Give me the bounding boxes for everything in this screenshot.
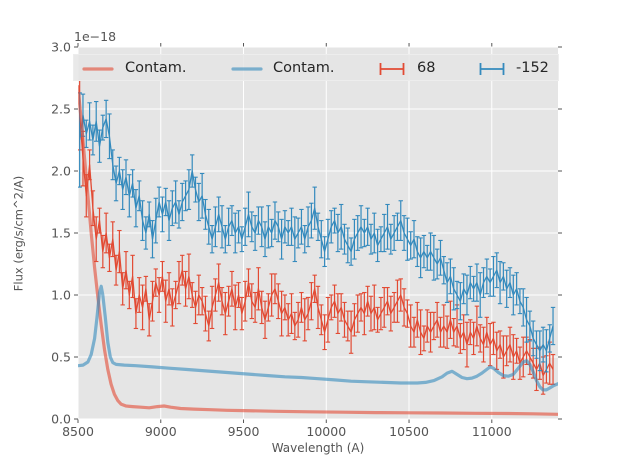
legend-contam-red-line-icon	[82, 67, 114, 71]
legend-errorbar-red-glyph	[379, 63, 405, 75]
y-tick-label: 2.5	[51, 101, 71, 117]
y-axis-offset-label: 1e−18	[74, 29, 117, 44]
legend-contam-blue-line-icon	[231, 67, 263, 71]
y-axis-label: Flux (erg/s/cm^2/A)	[11, 175, 26, 292]
y-tick-label: 1.0	[51, 287, 71, 303]
x-tick-label: 11000	[471, 424, 512, 439]
legend: Contam. Contam. 68 -152	[73, 54, 559, 81]
contam-curve-1	[78, 284, 558, 392]
data-line	[79, 114, 554, 352]
y-tick-label: 2.0	[51, 163, 71, 179]
legend-label-contam-red: Contam.	[125, 60, 187, 76]
x-tick-label: 10000	[306, 424, 347, 439]
x-tick-label: 9500	[227, 424, 260, 439]
y-tick-label: 0.0	[51, 411, 71, 427]
legend-errorbar-red-icon	[379, 63, 405, 75]
contam-curve-0	[78, 85, 558, 416]
x-axis-label: Wavelength (A)	[271, 441, 365, 455]
data-line	[79, 115, 554, 377]
legend-label-contam-blue: Contam.	[273, 60, 335, 76]
legend-errorbar-blue-icon	[479, 63, 505, 75]
legend-errorbar-blue-glyph	[479, 63, 505, 75]
legend-label-68: 68	[417, 60, 436, 76]
y-tick-label: 3.0	[51, 39, 71, 55]
x-tick-label: 9000	[144, 424, 177, 439]
x-tick-label: 8500	[62, 424, 94, 439]
y-tick-label: 0.5	[51, 349, 71, 365]
y-tick-label: 1.5	[51, 225, 71, 241]
x-tick-label: 10500	[389, 424, 429, 439]
errorbar-series-152	[78, 92, 556, 373]
legend-label-minus152: -152	[516, 60, 549, 76]
